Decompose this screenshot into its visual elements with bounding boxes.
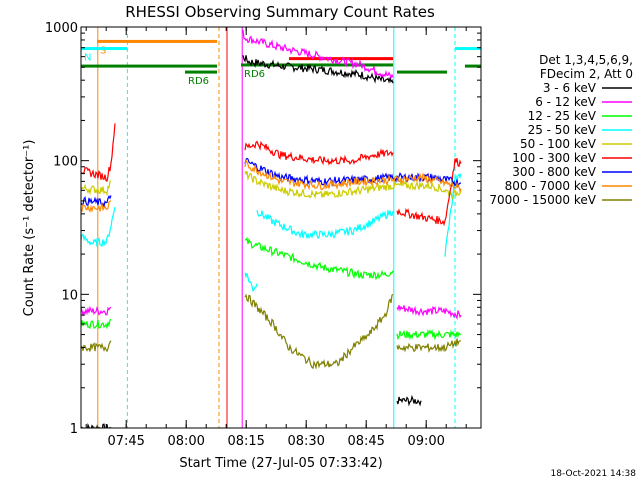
series-line-3-seg-1: [244, 272, 258, 293]
legend-label-4: 50 - 100 keV: [520, 137, 597, 151]
series-layer: SN RD6 RD6: [81, 27, 481, 428]
footer-date: 18-Oct-2021 14:38: [551, 469, 637, 479]
series-line-8-seg-0: [81, 340, 112, 353]
series-line-3-seg-3: [444, 173, 462, 257]
legend-label-5: 100 - 300 keV: [512, 151, 596, 165]
plot-frame: [80, 26, 482, 429]
status-bar-3: [289, 57, 393, 61]
legend-header-1: FDecim 2, Att 0: [540, 67, 633, 81]
series-line-5-seg-1: [244, 140, 394, 166]
x-tick-label-1: 08:00: [167, 434, 204, 449]
x-tick-label-4: 08:45: [347, 434, 384, 449]
series-line-2-seg-2: [396, 329, 462, 341]
series-line-1-seg-2: [396, 305, 462, 321]
status-bar-7: [397, 70, 447, 74]
series-line-0-seg-1: [242, 55, 394, 84]
status-bar-2: [455, 47, 481, 51]
legend-label-2: 12 - 25 keV: [528, 109, 597, 123]
series-line-6-seg-1: [244, 157, 461, 189]
status-bar-label-0: S: [100, 45, 106, 56]
series-line-1-seg-1: [242, 29, 394, 80]
series-line-1-seg-0: [81, 305, 112, 317]
series-line-8-seg-2: [396, 338, 462, 354]
series-line-8-seg-1: [244, 293, 394, 370]
legend-label-7: 800 - 7000 keV: [505, 179, 597, 193]
series-line-5-seg-2: [396, 158, 462, 227]
legend: Det 1,3,4,5,6,9,FDecim 2, Att 03 - 6 keV…: [489, 53, 633, 207]
status-bar-6: [241, 63, 393, 67]
y-tick-label-2: 100: [53, 155, 78, 170]
series-line-6-seg-0: [81, 195, 112, 209]
status-bar-5: [185, 70, 217, 74]
status-bar-4: [81, 64, 217, 68]
y-tick-label-0: 1: [70, 422, 78, 437]
series-line-0-seg-2: [396, 394, 422, 407]
x-tick-label-5: 09:00: [407, 434, 444, 449]
y-axis-label: Count Rate (s⁻¹ detector⁻¹): [22, 140, 37, 317]
y-tick-label-3: 1000: [45, 21, 78, 36]
plot-area: SN RD6 RD6: [80, 26, 482, 429]
series-line-4-seg-0: [81, 180, 112, 197]
series-line-7-seg-1: [244, 159, 462, 194]
legend-label-0: 3 - 6 keV: [543, 81, 597, 95]
series-line-3-seg-0: [81, 206, 116, 247]
legend-label-1: 6 - 12 keV: [535, 95, 597, 109]
x-tick-label-0: 07:45: [107, 434, 144, 449]
status-bar-0: [97, 39, 217, 43]
status-bar-8: [465, 64, 481, 68]
series-line-3-seg-2: [256, 209, 394, 240]
series-line-2-seg-1: [244, 236, 394, 281]
x-axis-label: Start Time (27-Jul-05 07:33:42): [179, 456, 382, 471]
legend-header-0: Det 1,3,4,5,6,9,: [539, 53, 633, 67]
legend-label-6: 300 - 800 keV: [512, 165, 596, 179]
legend-label-3: 25 - 50 keV: [528, 123, 597, 137]
chart-title: RHESSI Observing Summary Count Rates: [125, 3, 435, 21]
axes-layer: 1 10 100 1000 07:45 08:00 08:15 08:30 08:45 09:00: [45, 21, 481, 449]
series-line-4-seg-1: [244, 170, 462, 201]
x-tick-label-2: 08:15: [227, 434, 264, 449]
series-line-7-seg-0: [81, 200, 112, 213]
status-bar-1: [81, 47, 127, 51]
status-bar-label-6: RD6: [244, 69, 265, 80]
y-tick-label-1: 10: [61, 288, 78, 303]
status-bar-label-5: RD6: [188, 76, 209, 87]
legend-label-8: 7000 - 15000 keV: [489, 193, 596, 207]
status-bar-label-1: N: [84, 53, 91, 64]
x-tick-label-3: 08:30: [287, 434, 324, 449]
series-line-5-seg-0: [81, 123, 116, 182]
series-line-2-seg-0: [81, 318, 112, 330]
